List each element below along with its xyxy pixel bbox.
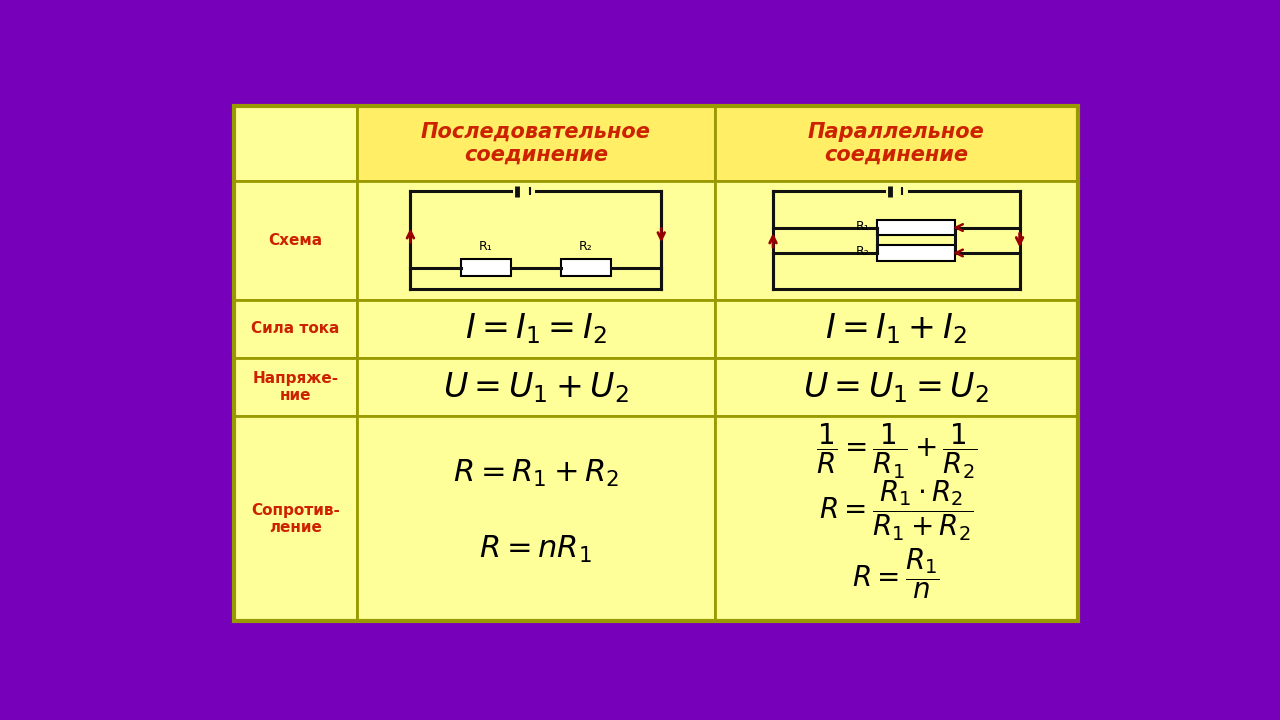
Text: $U = U_1 + U_2$: $U = U_1 + U_2$: [443, 370, 628, 405]
Text: Параллельное
соединение: Параллельное соединение: [808, 122, 984, 165]
Bar: [234, 300, 357, 358]
Bar: [234, 358, 357, 416]
Bar: [234, 106, 357, 181]
Text: $\dfrac{1}{R} = \dfrac{1}{R_1} + \dfrac{1}{R_2}$: $\dfrac{1}{R} = \dfrac{1}{R_1} + \dfrac{…: [815, 421, 977, 481]
Text: $R = R_1 + R_2$: $R = R_1 + R_2$: [453, 458, 620, 490]
Text: $U = U_1 = U_2$: $U = U_1 = U_2$: [804, 370, 989, 405]
Bar: [716, 358, 1078, 416]
Text: $R = \dfrac{R_1}{n}$: $R = \dfrac{R_1}{n}$: [852, 547, 941, 601]
Bar: [234, 106, 1078, 621]
Text: $I = I_1 = I_2$: $I = I_1 = I_2$: [465, 312, 607, 346]
Bar: [234, 416, 357, 621]
Bar: [877, 220, 955, 235]
Text: Последовательное
соединение: Последовательное соединение: [421, 122, 650, 165]
Text: Схема: Схема: [269, 233, 323, 248]
Bar: [716, 181, 1078, 300]
Text: R₂: R₂: [855, 245, 869, 258]
Text: $R = nR_1$: $R = nR_1$: [480, 534, 593, 565]
Text: Сопротив-
ление: Сопротив- ление: [251, 503, 340, 535]
Bar: [357, 181, 716, 300]
Text: R₁: R₁: [855, 220, 869, 233]
Bar: [357, 416, 716, 621]
Bar: [357, 358, 716, 416]
Bar: [234, 181, 357, 300]
Text: R₂: R₂: [579, 240, 593, 253]
Text: Напряже-
ние: Напряже- ние: [252, 371, 339, 403]
Bar: [716, 416, 1078, 621]
Text: $I = I_1 + I_2$: $I = I_1 + I_2$: [826, 312, 968, 346]
Bar: [461, 258, 511, 276]
Bar: [716, 300, 1078, 358]
Bar: [716, 106, 1078, 181]
Bar: [357, 300, 716, 358]
Text: $R = \dfrac{R_1 \cdot R_2}{R_1 + R_2}$: $R = \dfrac{R_1 \cdot R_2}{R_1 + R_2}$: [819, 479, 974, 543]
Bar: [561, 258, 611, 276]
Text: Сила тока: Сила тока: [251, 321, 339, 336]
Text: R₁: R₁: [479, 240, 493, 253]
Bar: [357, 106, 716, 181]
Bar: [877, 246, 955, 261]
